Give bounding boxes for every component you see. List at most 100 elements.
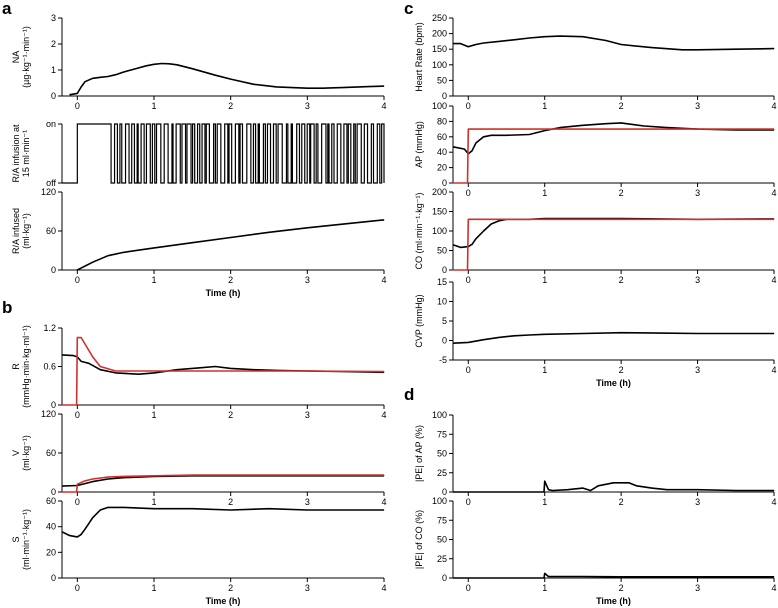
y-axis-label: Heart Rate (bpm) (414, 22, 424, 92)
data-point (483, 136, 484, 138)
y-axis-label: NA (11, 51, 21, 64)
series-line (453, 128, 774, 184)
data-point (230, 370, 232, 372)
x-tick-label: 0 (75, 497, 80, 507)
data-point (145, 65, 147, 67)
data-point (548, 576, 549, 577)
y-axis-label: R (11, 363, 21, 370)
data-point (61, 491, 63, 493)
data-point (84, 480, 86, 482)
series-line (62, 336, 385, 406)
y-tick-label: off (46, 178, 56, 188)
data-point (84, 81, 86, 83)
subplot-b1: 0 0.6 1.2 0 1 2 3 4 R (mmHg·min·kg·ml⁻¹) (11, 323, 387, 420)
x-tick-label: 0 (466, 188, 471, 198)
data-point (773, 128, 775, 130)
data-point (735, 333, 737, 334)
x-tick-label: 4 (771, 497, 776, 507)
data-point (99, 369, 101, 371)
y-tick-label: 50 (437, 449, 447, 459)
data-point (115, 74, 117, 76)
y-tick-label: 120 (41, 187, 56, 197)
data-point (92, 478, 94, 480)
data-point (471, 150, 473, 152)
data-point (230, 474, 232, 476)
data-point (214, 366, 216, 367)
data-point (84, 483, 86, 484)
y-tick-label: 80 (437, 116, 447, 126)
data-point (383, 509, 385, 511)
y-tick-label: 150 (432, 44, 447, 54)
x-tick-label: 3 (305, 275, 310, 285)
data-point (544, 36, 546, 38)
x-tick-label: 1 (151, 101, 156, 111)
x-tick-label: 2 (619, 497, 624, 507)
series-line (61, 506, 384, 538)
y-tick-label: 50 (437, 75, 447, 85)
subplots: 0 1 2 3 0 1 2 3 4 NA (µg·kg⁻¹·min⁻¹) off on R/A infus… (11, 13, 777, 606)
data-point (76, 491, 77, 493)
data-point (452, 342, 454, 344)
y-tick-label: 60 (46, 496, 56, 506)
x-tick-label: 3 (695, 275, 700, 285)
y-tick-label: 100 (432, 410, 447, 420)
y-axis-label: S (11, 536, 21, 542)
x-tick-label: 0 (75, 410, 80, 420)
data-point (84, 343, 86, 345)
y-tick-label: 100 (432, 496, 447, 506)
y-tick-label: 100 (432, 226, 447, 236)
x-tick-label: 2 (619, 101, 624, 111)
series-line (62, 474, 384, 493)
data-point (605, 123, 607, 125)
data-point (483, 339, 484, 341)
data-point (122, 71, 124, 73)
x-tick-label: 2 (228, 410, 233, 420)
data-point (268, 508, 270, 510)
data-point (383, 219, 385, 221)
y-tick-label: 75 (437, 429, 447, 439)
data-point (80, 86, 82, 88)
data-point (543, 577, 545, 579)
data-point (61, 354, 63, 356)
x-tick-label: 4 (381, 583, 386, 593)
data-point (230, 509, 232, 511)
data-point (460, 246, 462, 248)
data-point (230, 237, 232, 238)
data-point (452, 244, 454, 246)
x-tick-label: 2 (619, 365, 624, 375)
data-point (161, 63, 163, 64)
y-tick-label: -5 (439, 355, 447, 365)
data-point (168, 63, 170, 65)
y-tick-label: 50 (437, 246, 447, 256)
data-point (544, 480, 546, 482)
data-point (498, 41, 500, 42)
y-axis-label: (mmHg·min·kg·ml⁻¹) (21, 325, 31, 408)
data-point (735, 490, 737, 491)
data-point (582, 124, 584, 126)
y-tick-label: 5 (442, 316, 447, 326)
y-tick-label: 60 (46, 226, 56, 236)
data-point (643, 125, 645, 127)
x-axis-label: Time (h) (596, 596, 631, 606)
y-tick-label: 50 (437, 535, 447, 545)
y-tick-label: on (46, 119, 56, 129)
y-tick-label: 10 (437, 297, 447, 307)
x-tick-label: 0 (466, 497, 471, 507)
data-point (153, 370, 155, 372)
y-tick-label: 3 (51, 13, 56, 23)
data-point (529, 134, 530, 135)
data-point (529, 334, 530, 336)
series-line (69, 62, 385, 96)
data-point (697, 333, 698, 334)
series-line (453, 218, 774, 271)
data-point (582, 576, 584, 577)
y-tick-label: 0 (442, 91, 447, 101)
series-line (453, 572, 774, 579)
data-point (191, 474, 193, 476)
data-point (107, 476, 109, 478)
data-point (467, 182, 468, 184)
data-point (84, 528, 86, 530)
data-point (115, 372, 117, 374)
data-point (467, 342, 469, 343)
data-point (153, 372, 155, 374)
